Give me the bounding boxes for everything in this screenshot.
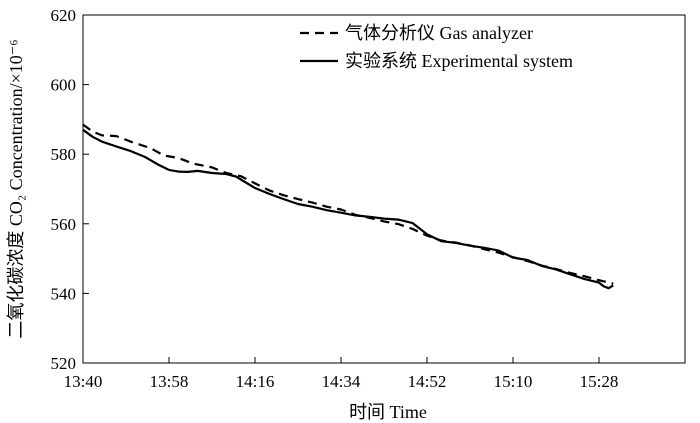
x-tick-label: 14:16 (236, 372, 275, 391)
y-axis-title: 二氧化碳浓度 CO₂ Concentration/×10⁻⁶ (6, 39, 26, 338)
series-layer (82, 123, 614, 290)
x-tick-label: 13:58 (150, 372, 189, 391)
y-tick-label: 600 (51, 76, 77, 95)
y-tick-label: 560 (51, 215, 77, 234)
x-tick-label: 15:28 (580, 372, 619, 391)
x-axis-ticks: 13:40 13:58 14:16 14:34 14:52 15:10 15:28 (64, 357, 619, 391)
legend: 气体分析仪 Gas analyzer 实验系统 Experimental sys… (300, 23, 573, 71)
series-line-gas-analyzer (82, 123, 614, 285)
y-tick-label: 520 (51, 354, 77, 373)
x-tick-label: 14:52 (408, 372, 447, 391)
legend-label-gas-analyzer: 气体分析仪 Gas analyzer (345, 23, 533, 43)
y-axis-ticks: 520 540 560 580 600 620 (51, 6, 89, 373)
y-tick-label: 580 (51, 145, 77, 164)
x-tick-label: 15:10 (494, 372, 533, 391)
plot-frame (82, 14, 686, 364)
x-tick-label: 13:40 (64, 372, 103, 391)
legend-label-experimental-system: 实验系统 Experimental system (345, 51, 573, 71)
series-line-experimental-system (82, 128, 614, 290)
y-tick-label: 620 (51, 6, 77, 25)
x-axis-title: 时间 Time (349, 402, 427, 422)
y-tick-label: 540 (51, 284, 77, 303)
x-tick-label: 14:34 (322, 372, 361, 391)
